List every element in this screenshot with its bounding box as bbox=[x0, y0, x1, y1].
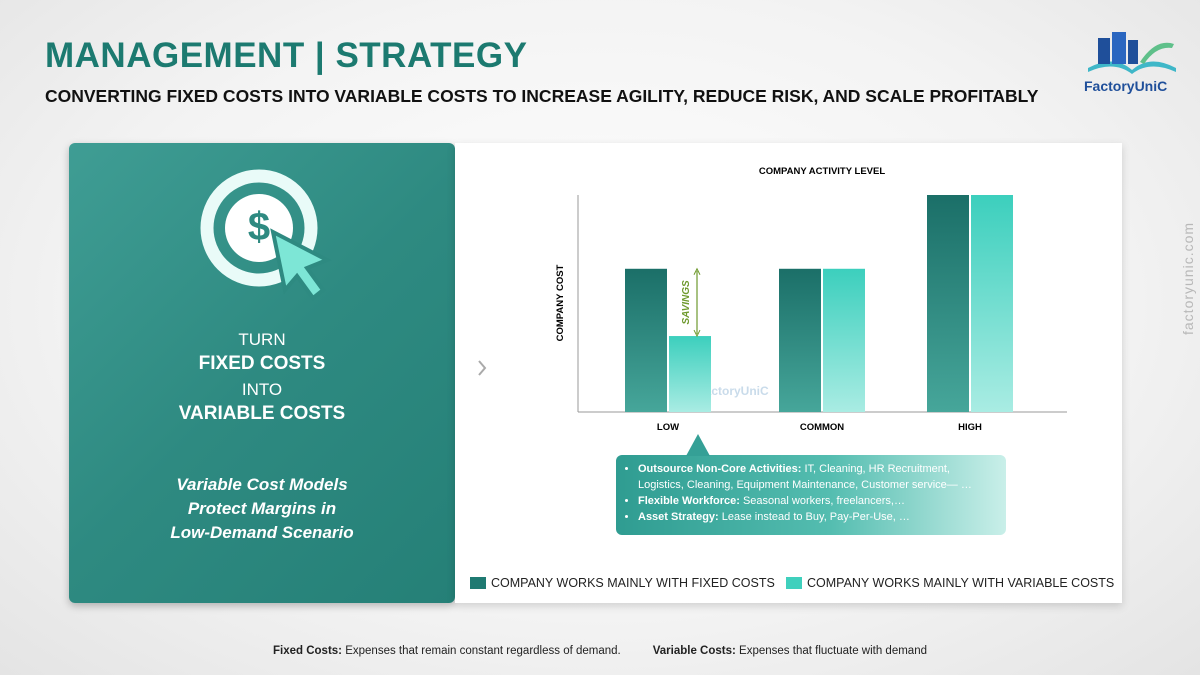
callout-text: Seasonal workers, freelancers,… bbox=[742, 495, 905, 507]
footer: Fixed Costs: Expenses that remain consta… bbox=[0, 645, 1200, 657]
savings-arrowhead bbox=[693, 329, 701, 338]
footer-label: Fixed Costs: bbox=[273, 645, 343, 657]
footer-text: Expenses that fluctuate with demand bbox=[739, 645, 927, 657]
callout-item: Flexible Workforce: Seasonal workers, fr… bbox=[638, 493, 998, 509]
x-tick-label: HIGH bbox=[958, 422, 982, 433]
chevron bbox=[478, 360, 487, 376]
cost-icon: $ bbox=[200, 169, 332, 301]
bar bbox=[823, 268, 865, 412]
bar bbox=[669, 336, 711, 412]
chart-title: COMPANY ACTIVITY LEVEL bbox=[759, 166, 886, 177]
logo-icon bbox=[1088, 32, 1176, 74]
svg-text:$: $ bbox=[248, 205, 270, 249]
panel-line: VARIABLE COSTS bbox=[178, 403, 346, 424]
watermark: FactoryUniC bbox=[697, 384, 769, 398]
callout-text: IT, Cleaning, HR Recruitment, Logistics,… bbox=[638, 463, 972, 491]
footer-label: Variable Costs: bbox=[652, 645, 736, 657]
x-tick-label: COMMON bbox=[800, 422, 844, 433]
callout-item: Outsource Non-Core Activities: IT, Clean… bbox=[638, 461, 998, 493]
x-tick-label: LOW bbox=[657, 422, 679, 433]
annotation: SAVINGS bbox=[681, 280, 692, 325]
bar bbox=[779, 268, 821, 412]
legend-label: COMPANY WORKS MAINLY WITH VARIABLE COSTS bbox=[807, 576, 1114, 590]
bar bbox=[927, 195, 969, 412]
quote-line: Variable Cost Models bbox=[176, 475, 348, 494]
legend-label: COMPANY WORKS MAINLY WITH FIXED COSTS bbox=[491, 576, 775, 590]
callout-list: Outsource Non-Core Activities: IT, Clean… bbox=[624, 461, 998, 525]
logo-text: FactoryUniC bbox=[1084, 78, 1168, 94]
callout-item: Asset Strategy: Lease instead to Buy, Pa… bbox=[638, 509, 998, 525]
footer-item: Fixed Costs: Expenses that remain consta… bbox=[273, 645, 621, 657]
callout-label: Asset Strategy: bbox=[638, 511, 719, 523]
chart: COMPANY ACTIVITY LEVEL COMPANY COST Fact… bbox=[470, 166, 1114, 590]
quote-line: Protect Margins in bbox=[187, 499, 337, 518]
callout-pointer bbox=[686, 434, 710, 456]
savings-arrowhead bbox=[693, 267, 701, 276]
bar bbox=[625, 268, 667, 412]
callout-label: Outsource Non-Core Activities: bbox=[638, 463, 802, 475]
legend-swatch bbox=[470, 577, 486, 589]
quote-line: Low-Demand Scenario bbox=[170, 523, 354, 542]
callout: Outsource Non-Core Activities: IT, Clean… bbox=[616, 455, 1006, 535]
callout-label: Flexible Workforce: bbox=[638, 495, 740, 507]
footer-item: Variable Costs: Expenses that fluctuate … bbox=[653, 645, 927, 657]
side-text: factoryunic.com bbox=[1180, 221, 1196, 335]
bar bbox=[971, 195, 1013, 412]
subtitle: CONVERTING FIXED COSTS INTO VARIABLE COS… bbox=[45, 86, 1039, 106]
y-axis-label: COMPANY COST bbox=[555, 264, 566, 341]
panel-line: FIXED COSTS bbox=[198, 353, 326, 374]
legend-swatch bbox=[786, 577, 802, 589]
panel-quote: Variable Cost Models Protect Margins in … bbox=[69, 473, 455, 545]
panel-line: TURN bbox=[238, 330, 286, 349]
callout-text: Lease instead to Buy, Pay-Per-Use, … bbox=[721, 511, 910, 523]
footer-text: Expenses that remain constant regardless… bbox=[345, 645, 621, 657]
panel-line: INTO bbox=[241, 380, 283, 399]
title: MANAGEMENT | STRATEGY bbox=[45, 36, 528, 75]
left-panel: $ TURN FIXED COSTS INTO VARIABLE COSTS V… bbox=[69, 143, 455, 603]
